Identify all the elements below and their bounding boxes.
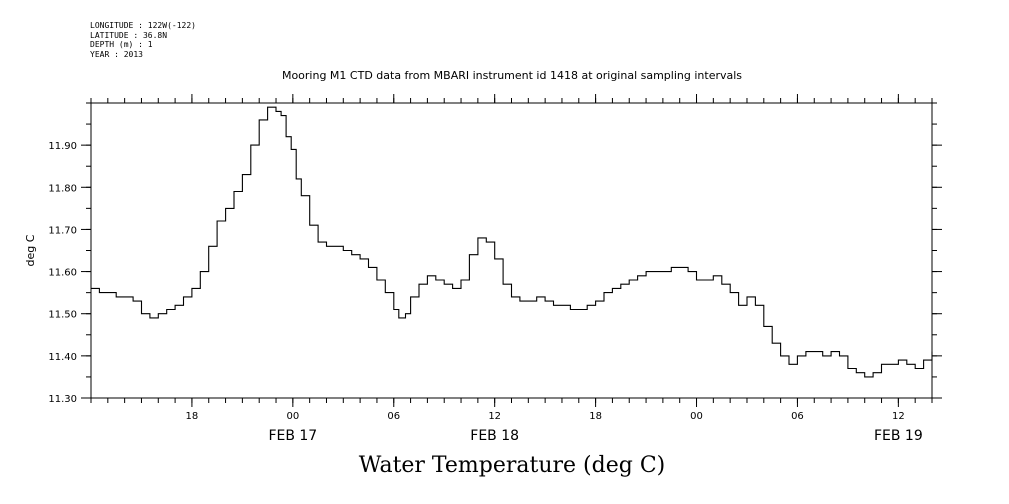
x-date-label: FEB 18 (470, 428, 519, 444)
y-axis-label: deg C (24, 234, 37, 266)
y-tick-label: 11.50 (48, 310, 77, 321)
chart-title: Mooring M1 CTD data from MBARI instrumen… (281, 69, 743, 82)
metadata-block: LONGITUDE : 122W(-122) LATITUDE : 36.8N … (90, 21, 196, 59)
x-tick-label: 00 (286, 411, 299, 422)
y-tick-label: 11.90 (48, 141, 77, 152)
depth-label: DEPTH (m) : 1 (90, 40, 153, 50)
y-tick-label: 11.80 (48, 183, 77, 194)
year-label: YEAR : 2013 (90, 49, 143, 59)
y-tick-label: 11.70 (48, 225, 77, 236)
x-tick-label: 18 (186, 411, 199, 422)
x-tick-label: 06 (791, 411, 804, 422)
y-tick-label: 11.30 (48, 394, 77, 405)
x-tick-label: 00 (690, 411, 703, 422)
series-line (91, 106, 933, 378)
x-tick-label: 06 (387, 411, 400, 422)
y-tick-label: 11.40 (48, 352, 77, 363)
x-date-label: FEB 17 (268, 428, 317, 444)
x-tick-label: 12 (892, 411, 905, 422)
longitude-label: LONGITUDE : 122W(-122) (90, 21, 196, 30)
x-tick-label: 12 (488, 411, 501, 422)
latitude-label: LATITUDE : 36.8N (90, 30, 168, 40)
x-date-label: FEB 19 (874, 428, 923, 444)
y-tick-label: 11.60 (48, 268, 77, 279)
x-tick-label: 18 (589, 411, 602, 422)
chart-caption: Water Temperature (deg C) (358, 453, 666, 478)
